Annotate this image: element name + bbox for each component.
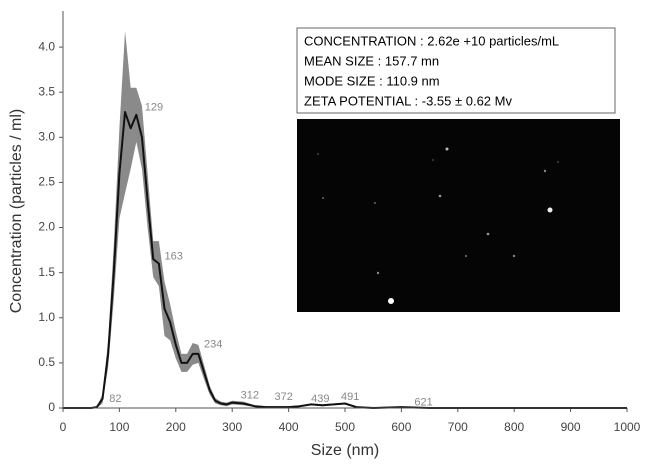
peak-label: 372 [275, 391, 293, 403]
x-tick-label: 200 [166, 420, 186, 434]
y-tick-label: 0.5 [38, 355, 55, 369]
x-tick-label: 800 [504, 420, 524, 434]
peak-label: 129 [145, 101, 163, 113]
y-tick-label: 2.5 [38, 175, 55, 189]
peak-label: 439 [311, 393, 329, 405]
x-tick-label: 100 [109, 420, 129, 434]
x-tick-label: 500 [335, 420, 355, 434]
peak-label: 82 [109, 393, 121, 405]
peak-label: 312 [241, 389, 259, 401]
x-tick-label: 400 [279, 420, 299, 434]
y-tick-label: 1.0 [38, 310, 55, 324]
y-tick-label: 1.5 [38, 265, 55, 279]
y-tick-label: 3.5 [38, 84, 55, 98]
x-tick-label: 1000 [614, 420, 641, 434]
peak-label: 234 [204, 339, 222, 351]
x-axis-title: Size (nm) [311, 442, 379, 459]
info-line: MODE SIZE : 110.9 nm [304, 73, 440, 88]
info-box [296, 27, 616, 114]
info-line: MEAN SIZE : 157.7 mn [304, 53, 439, 68]
peak-label: 491 [341, 391, 359, 403]
x-tick-label: 0 [60, 420, 67, 434]
peak-label: 163 [165, 250, 183, 262]
y-tick-label: 4.0 [38, 39, 55, 53]
y-tick-label: 3.0 [38, 129, 55, 143]
peak-label: 621 [414, 396, 432, 408]
info-line: CONCENTRATION : 2.62e +10 particles/mL [304, 33, 559, 48]
info-line: ZETA POTENTIAL : -3.55 ± 0.62 Mv [304, 93, 512, 108]
x-tick-label: 700 [448, 420, 468, 434]
y-axis-title: Concentration (particles / ml) [8, 109, 25, 314]
y-tick-label: 0 [48, 400, 55, 414]
particle-image [297, 119, 620, 312]
line [63, 111, 627, 409]
x-tick-label: 300 [222, 420, 242, 434]
x-tick-label: 900 [561, 420, 581, 434]
y-tick-label: 2.0 [38, 220, 55, 234]
x-tick-label: 600 [391, 420, 411, 434]
